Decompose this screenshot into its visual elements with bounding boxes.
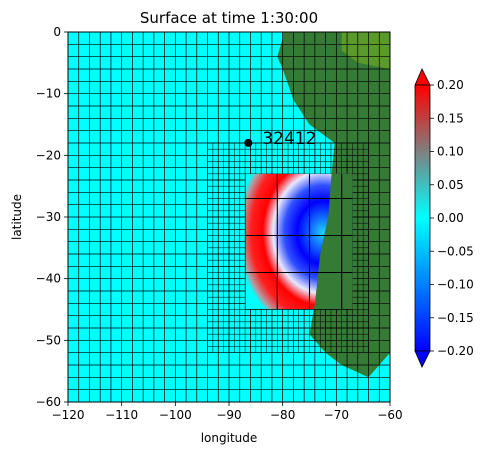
y-tick-label: −10: [36, 87, 61, 101]
x-tick-label: −100: [159, 408, 192, 422]
gauge-label: 32412: [262, 129, 316, 149]
gauge-point: [244, 138, 253, 147]
y-tick-label: −40: [36, 272, 61, 286]
colorbar-ticks: 0.20 0.15 0.10 0.05 0.00 −0.05 −0.10 −0.15 −0.20: [430, 78, 474, 358]
highland-patch: [341, 32, 390, 69]
x-axis-ticks: −120 −110 −100 −90 −80 −70 −60: [52, 402, 403, 422]
x-tick-label: −90: [216, 408, 241, 422]
chart-title: Surface at time 1:30:00: [140, 9, 318, 27]
colorbar-tick-label: −0.10: [437, 278, 474, 292]
colorbar-tick-label: 0.15: [437, 111, 464, 125]
colorbar-extend-high: [414, 68, 431, 86]
y-tick-label: −30: [36, 210, 61, 224]
y-tick-label: −50: [36, 333, 61, 347]
x-tick-label: −110: [105, 408, 138, 422]
wave-region-land: [313, 173, 353, 310]
x-tick-label: −120: [52, 408, 85, 422]
x-axis-label: longitude: [201, 431, 258, 445]
colorbar: 0.20 0.15 0.10 0.05 0.00 −0.05 −0.10 −0.15 −0.20: [414, 68, 474, 368]
y-axis-label: latitude: [10, 194, 24, 240]
colorbar-tick-label: 0.00: [437, 211, 464, 225]
colorbar-scale: [414, 84, 431, 352]
colorbar-tick-label: 0.20: [437, 78, 464, 92]
coast-land: [313, 173, 353, 310]
colorbar-tick-label: −0.20: [437, 344, 474, 358]
colorbar-extend-low: [414, 350, 431, 368]
gauge-marker: 32412: [244, 129, 316, 149]
y-tick-label: 0: [53, 25, 61, 39]
colorbar-tick-label: −0.15: [437, 311, 474, 325]
colorbar-tick-label: 0.05: [437, 178, 464, 192]
y-tick-label: −20: [36, 148, 61, 162]
colorbar-tick-label: −0.05: [437, 244, 474, 258]
grid-level-3: [245, 173, 353, 310]
grid-level-3-region: [245, 173, 353, 310]
x-tick-label: −60: [377, 408, 402, 422]
colorbar-tick-label: 0.10: [437, 145, 464, 159]
x-tick-label: −70: [324, 408, 349, 422]
plot-area: [68, 32, 390, 402]
x-tick-label: −80: [270, 408, 295, 422]
y-tick-label: −60: [36, 395, 61, 409]
y-axis-ticks: 0 −10 −20 −30 −40 −50 −60: [36, 25, 68, 409]
